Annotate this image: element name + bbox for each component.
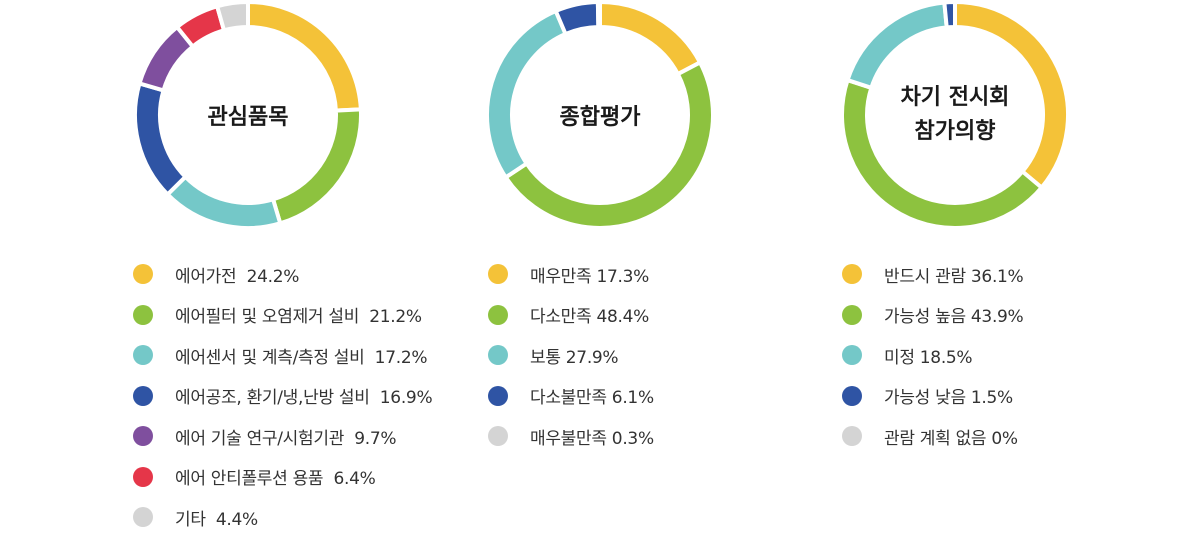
legend-swatch — [488, 426, 508, 447]
chart-title-interest: 관심품목 — [207, 105, 289, 130]
legend-evaluation: 매우만족 17.3% 다소만족 48.4% 보통 27.9% 다소불만족 6.1% 매우… — [488, 254, 654, 457]
donut-chart-interest: 관심품목 — [133, 0, 363, 230]
legend-item: 반드시 관람 36.1% — [842, 254, 1024, 295]
legend-item: 관람 계획 없음 0% — [842, 416, 1023, 457]
legend-label: 매우만족 17.3% — [530, 266, 649, 287]
legend-swatch — [133, 304, 153, 325]
legend-label: 에어필터 및 오염제거 설비 21.2% — [175, 307, 422, 328]
legend-label: 다소만족 48.4% — [530, 307, 649, 328]
legend-item: 에어필터 및 오염제거 설비 21.2% — [133, 295, 432, 336]
legend-item: 가능성 낮음 1.5% — [842, 376, 1023, 417]
legend-item: 매우만족 17.3% — [488, 254, 654, 295]
legend-label: 관람 계획 없음 0% — [884, 428, 1018, 449]
legend-item: 기타 4.4% — [133, 497, 432, 538]
legend-item: 가능성 높음 43.9% — [842, 295, 1024, 336]
legend-item: 미정 18.5% — [842, 335, 1023, 376]
legend-interest: 에어가전 24.2% 에어필터 및 오염제거 설비 21.2% 에어센서 및 계측/… — [133, 254, 433, 538]
legend-item: 에어 기술 연구/시험기관 9.7% — [133, 416, 432, 457]
legend-label: 가능성 높음 43.9% — [884, 307, 1024, 328]
legend-swatch — [133, 466, 153, 487]
legend-swatch — [842, 264, 862, 285]
donut-svg-intention — [840, 0, 1070, 230]
legend-label: 에어센서 및 계측/측정 설비 17.2% — [175, 347, 428, 368]
donut-svg-interest — [133, 0, 363, 230]
chart-title-intention: 차기 전시회 참가의향 — [900, 85, 1010, 144]
legend-label: 미정 18.5% — [884, 347, 973, 368]
legend-swatch — [488, 385, 508, 406]
legend-swatch — [488, 304, 508, 325]
legend-item: 에어 안티폴루션 용품 6.4% — [133, 457, 432, 498]
legend-swatch — [133, 385, 153, 406]
donut-chart-intention: 차기 전시회 참가의향 — [840, 0, 1070, 230]
legend-swatch — [842, 385, 862, 406]
legend-swatch — [842, 345, 862, 366]
donut-slice-4 — [942, 0, 957, 30]
legend-item: 다소불만족 6.1% — [488, 376, 654, 417]
legend-label: 가능성 낮음 1.5% — [884, 388, 1013, 409]
legend-item: 에어가전 24.2% — [133, 254, 432, 295]
legend-item: 매우불만족 0.3% — [488, 416, 654, 457]
legend-label: 다소불만족 6.1% — [530, 388, 654, 409]
legend-label: 에어 기술 연구/시험기관 9.7% — [175, 428, 397, 449]
legend-swatch — [842, 426, 862, 447]
legend-item: 다소만족 48.4% — [488, 295, 654, 336]
legend-label: 에어공조, 환기/냉,난방 설비 16.9% — [175, 388, 433, 409]
legend-swatch — [133, 345, 153, 366]
donut-chart-evaluation: 종합평가 — [485, 0, 715, 230]
legend-label: 에어가전 24.2% — [175, 266, 300, 287]
legend-item: 에어센서 및 계측/측정 설비 17.2% — [133, 335, 432, 376]
legend-item: 보통 27.9% — [488, 335, 654, 376]
legend-label: 반드시 관람 36.1% — [884, 266, 1024, 287]
legend-label: 보통 27.9% — [530, 347, 619, 368]
legend-item: 에어공조, 환기/냉,난방 설비 16.9% — [133, 376, 433, 417]
chart-title-evaluation: 종합평가 — [559, 105, 641, 130]
legend-swatch — [842, 304, 862, 325]
legend-intention: 반드시 관람 36.1% 가능성 높음 43.9% 미정 18.5% 가능성 낮음 1… — [842, 254, 1024, 457]
legend-swatch — [488, 264, 508, 285]
donut-svg-evaluation — [485, 0, 715, 230]
legend-swatch — [133, 264, 153, 285]
donut-slice-5 — [595, 0, 602, 30]
legend-swatch — [488, 345, 508, 366]
legend-label: 매우불만족 0.3% — [530, 428, 654, 449]
legend-label: 기타 4.4% — [175, 509, 258, 530]
legend-swatch — [133, 507, 153, 528]
legend-label: 에어 안티폴루션 용품 6.4% — [175, 469, 376, 490]
donut-slice-7 — [214, 0, 250, 33]
legend-swatch — [133, 426, 153, 447]
